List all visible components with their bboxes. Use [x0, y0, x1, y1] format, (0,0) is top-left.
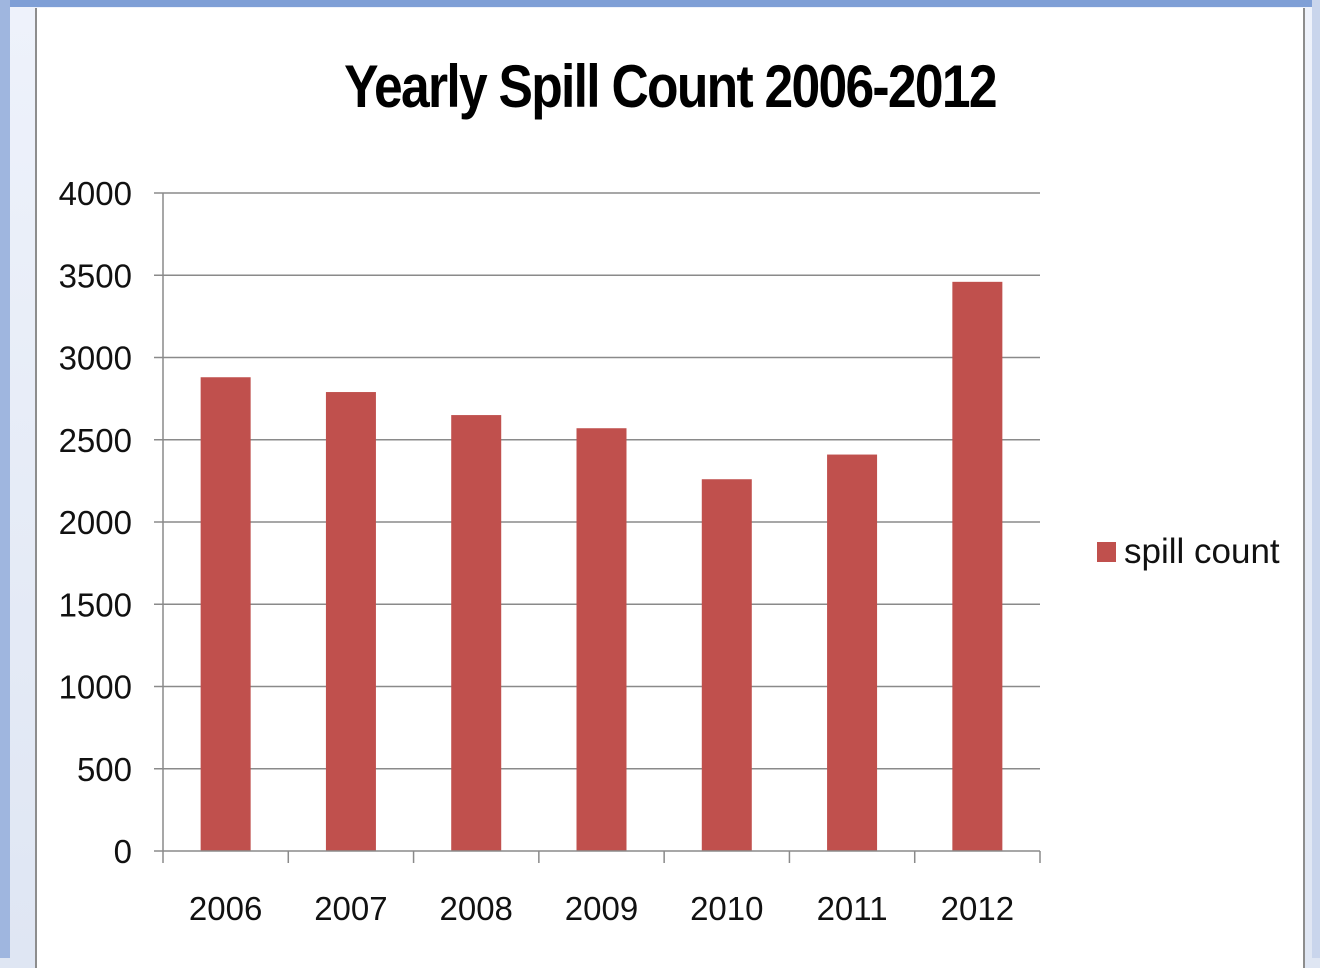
y-tick-label: 3000 — [59, 340, 132, 377]
bar-2006 — [200, 377, 251, 851]
bar-2007 — [325, 392, 376, 851]
x-tick-label: 2012 — [941, 890, 1014, 927]
y-tick-label: 500 — [77, 751, 132, 788]
y-tick-label: 2000 — [59, 504, 132, 541]
y-tick-label: 0 — [114, 833, 132, 870]
y-tick-label: 4000 — [59, 175, 132, 212]
y-tick-label: 1000 — [59, 669, 132, 706]
bar-2010 — [701, 479, 752, 851]
y-axis-tick-labels: 0 500 1000 1500 2000 2500 3000 3500 4000 — [59, 175, 132, 870]
legend-swatch — [1097, 542, 1116, 562]
axes — [162, 193, 1041, 863]
x-axis-tick-labels: 2006 2007 2008 2009 2010 2011 2012 — [189, 890, 1014, 927]
x-tick-label: 2011 — [817, 890, 888, 927]
legend: spill count — [1097, 532, 1280, 571]
x-tick-label: 2008 — [440, 890, 513, 927]
y-tick-label: 3500 — [59, 257, 132, 294]
x-tick-label: 2009 — [565, 890, 638, 927]
y-tick-label: 1500 — [59, 586, 132, 623]
bar-2012 — [952, 281, 1003, 852]
window-top-border — [0, 0, 1320, 7]
legend-label: spill count — [1124, 532, 1280, 571]
x-tick-label: 2010 — [690, 890, 763, 927]
bars — [200, 281, 1003, 852]
bar-2009 — [576, 428, 627, 851]
window-right-border — [1312, 0, 1320, 958]
window-left-border — [0, 0, 10, 958]
x-tick-label: 2006 — [189, 890, 262, 927]
x-tick-label: 2007 — [314, 890, 387, 927]
chart-title: Yearly Spill Count 2006-2012 — [344, 53, 997, 120]
y-tick-label: 2500 — [59, 422, 132, 459]
bar-2008 — [451, 415, 502, 851]
bar-2011 — [827, 454, 878, 851]
